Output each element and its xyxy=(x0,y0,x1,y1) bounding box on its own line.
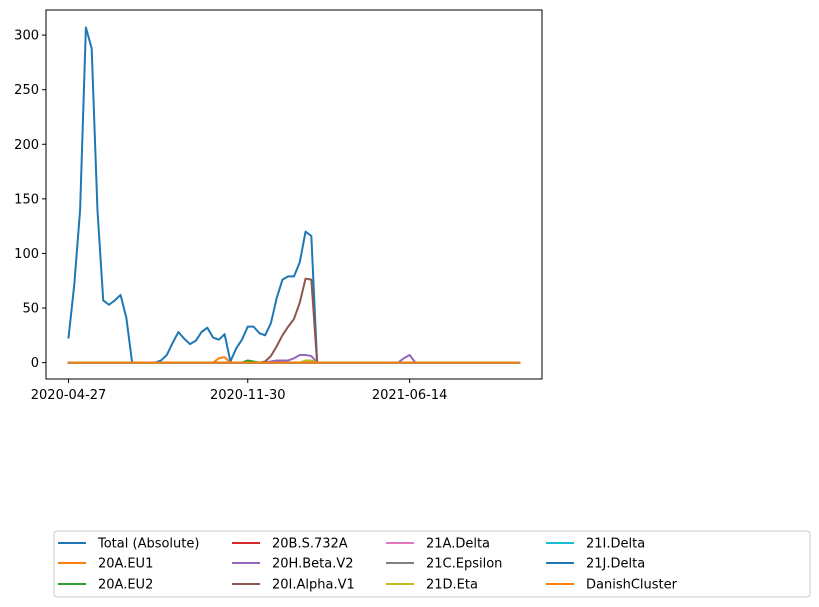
legend-label: 20B.S.732A xyxy=(272,537,348,552)
legend-label: 21A.Delta xyxy=(426,537,490,552)
y-tick-label: 250 xyxy=(14,83,39,98)
y-tick-label: 0 xyxy=(31,356,39,371)
legend-label: 20A.EU1 xyxy=(98,557,153,572)
y-tick-label: 200 xyxy=(14,138,39,153)
y-tick-label: 300 xyxy=(14,29,39,44)
legend-label: Total (Absolute) xyxy=(97,537,199,552)
legend-label: 21D.Eta xyxy=(426,578,478,593)
series-lines xyxy=(67,26,521,364)
y-tick-label: 150 xyxy=(14,192,39,207)
legend-label: 20I.Alpha.V1 xyxy=(272,578,355,593)
x-axis: 2020-04-27 2020-11-30 2021-06-14 xyxy=(31,379,448,403)
legend-label: 21C.Epsilon xyxy=(426,557,502,572)
legend-label: DanishCluster xyxy=(586,578,678,593)
series-line-4 xyxy=(67,353,521,364)
x-tick-label: 2020-04-27 xyxy=(31,388,107,403)
series-line-5 xyxy=(67,277,521,364)
legend-label: 20A.EU2 xyxy=(98,578,153,593)
y-tick-label: 100 xyxy=(14,247,39,262)
legend-label: 21I.Delta xyxy=(586,537,645,552)
y-tick-label: 50 xyxy=(22,302,39,317)
plot-frame xyxy=(45,9,543,380)
legend: Total (Absolute) 20A.EU1 20A.EU2 20B.S.732A… xyxy=(53,530,811,598)
y-axis: 0 50 100 150 200 250 300 xyxy=(14,29,46,371)
series-line-0 xyxy=(67,26,521,364)
legend-frame xyxy=(53,530,811,598)
legend-label: 20H.Beta.V2 xyxy=(272,557,354,572)
x-tick-label: 2021-06-14 xyxy=(372,388,448,403)
legend-label: 21J.Delta xyxy=(586,557,645,572)
x-tick-label: 2020-11-30 xyxy=(210,388,286,403)
